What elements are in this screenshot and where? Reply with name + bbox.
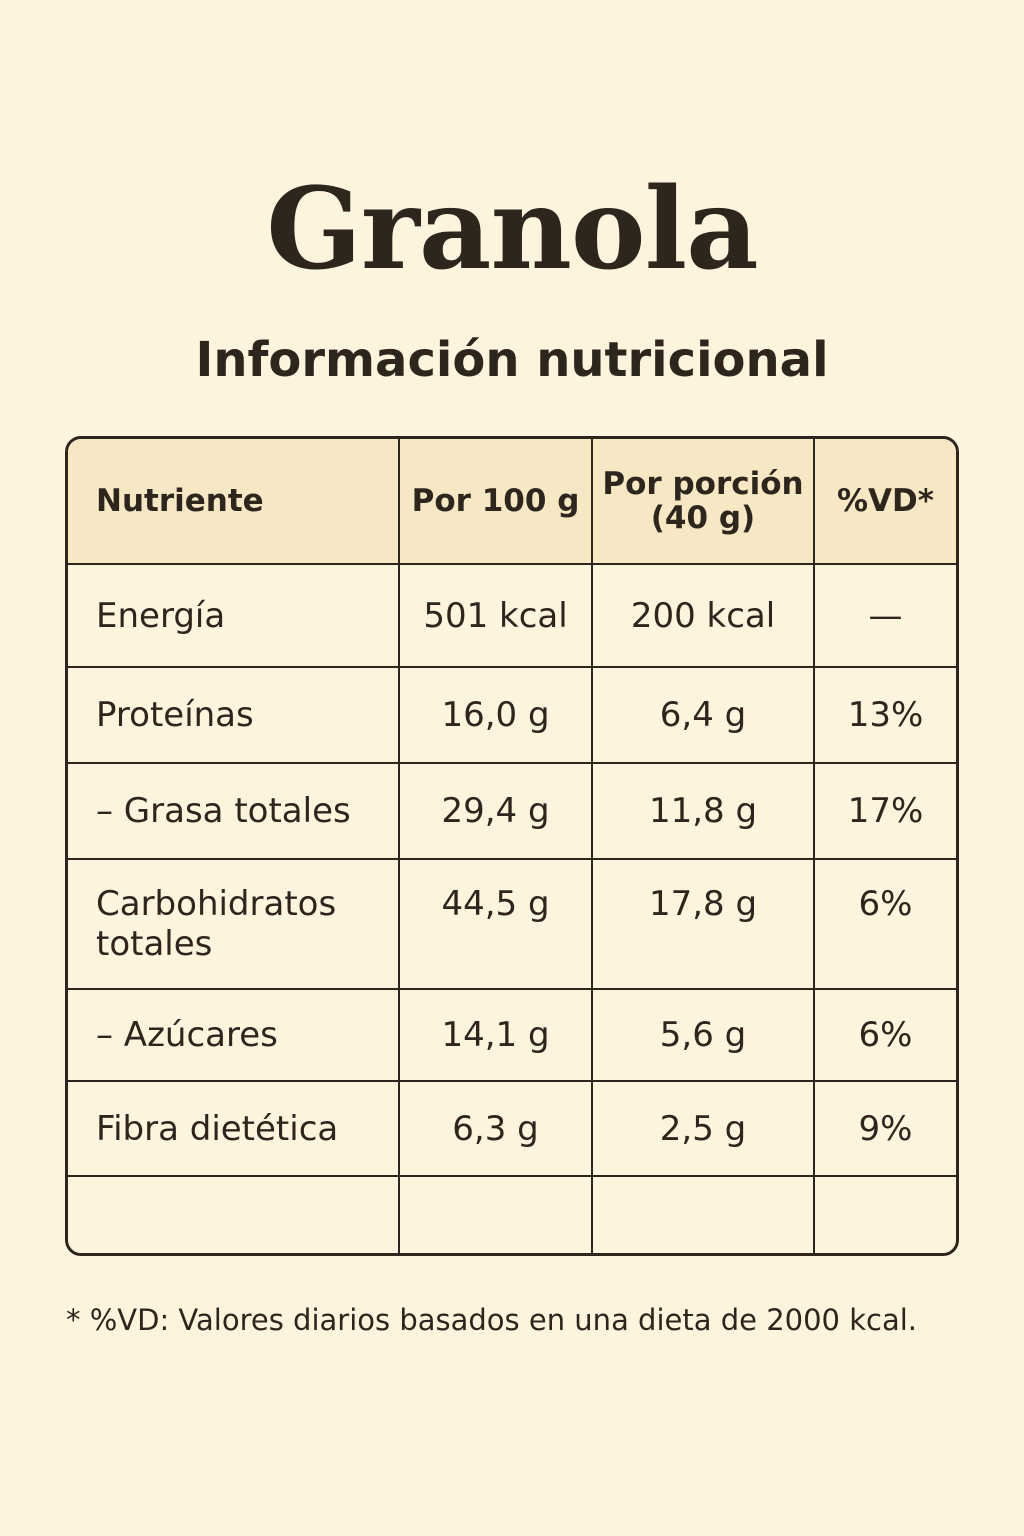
table-row-empty — [68, 1175, 956, 1253]
value-per-100g: 29,4 g — [398, 762, 593, 860]
value-per-serving: 200 kcal — [591, 563, 815, 668]
header-daily-value: %VD* — [813, 439, 956, 565]
value-daily: 6% — [813, 858, 956, 990]
table-row: Proteínas 16,0 g 6,4 g 13% — [68, 666, 956, 764]
table-row: Energía 501 kcal 200 kcal — — [68, 563, 956, 668]
value-per-100g: 501 kcal — [398, 563, 593, 668]
header-per-100g: Por 100 g — [398, 439, 593, 565]
nutrient-name: – Azúcares — [68, 988, 400, 1082]
page-subtitle: Información nutricional — [195, 332, 829, 388]
value-daily: 13% — [813, 666, 956, 764]
nutrient-name: Fibra dietética — [68, 1080, 400, 1177]
table-row: Carbohidratos totales 44,5 g 17,8 g 6% — [68, 858, 956, 990]
value-per-100g: 14,1 g — [398, 988, 593, 1082]
nutrient-name: Proteínas — [68, 666, 400, 764]
table-row: Fibra dietética 6,3 g 2,5 g 9% — [68, 1080, 956, 1177]
nutrition-table: Nutriente Por 100 g Por porción (40 g) %… — [65, 436, 959, 1256]
value-daily: 9% — [813, 1080, 956, 1177]
value-daily: 17% — [813, 762, 956, 860]
table-row: – Grasa totales 29,4 g 11,8 g 17% — [68, 762, 956, 860]
value-per-serving: 17,8 g — [591, 858, 815, 990]
table-row: – Azúcares 14,1 g 5,6 g 6% — [68, 988, 956, 1082]
value-daily: — — [813, 563, 956, 668]
value-per-100g: 16,0 g — [398, 666, 593, 764]
page-title: Granola — [266, 164, 758, 295]
empty-cell — [813, 1175, 956, 1253]
value-per-serving: 2,5 g — [591, 1080, 815, 1177]
empty-cell — [398, 1175, 593, 1253]
table-header-row: Nutriente Por 100 g Por porción (40 g) %… — [68, 439, 956, 565]
value-daily: 6% — [813, 988, 956, 1082]
header-per-serving: Por porción (40 g) — [591, 439, 815, 565]
header-nutrient: Nutriente — [68, 439, 400, 565]
nutrient-name: Carbohidratos totales — [68, 858, 400, 990]
value-per-100g: 44,5 g — [398, 858, 593, 990]
nutrient-name: Energía — [68, 563, 400, 668]
value-per-serving: 6,4 g — [591, 666, 815, 764]
value-per-serving: 11,8 g — [591, 762, 815, 860]
empty-cell — [68, 1175, 400, 1253]
value-per-100g: 6,3 g — [398, 1080, 593, 1177]
empty-cell — [591, 1175, 815, 1253]
value-per-serving: 5,6 g — [591, 988, 815, 1082]
nutrient-name: – Grasa totales — [68, 762, 400, 860]
footnote: * %VD: Valores diarios basados en una di… — [66, 1303, 917, 1337]
